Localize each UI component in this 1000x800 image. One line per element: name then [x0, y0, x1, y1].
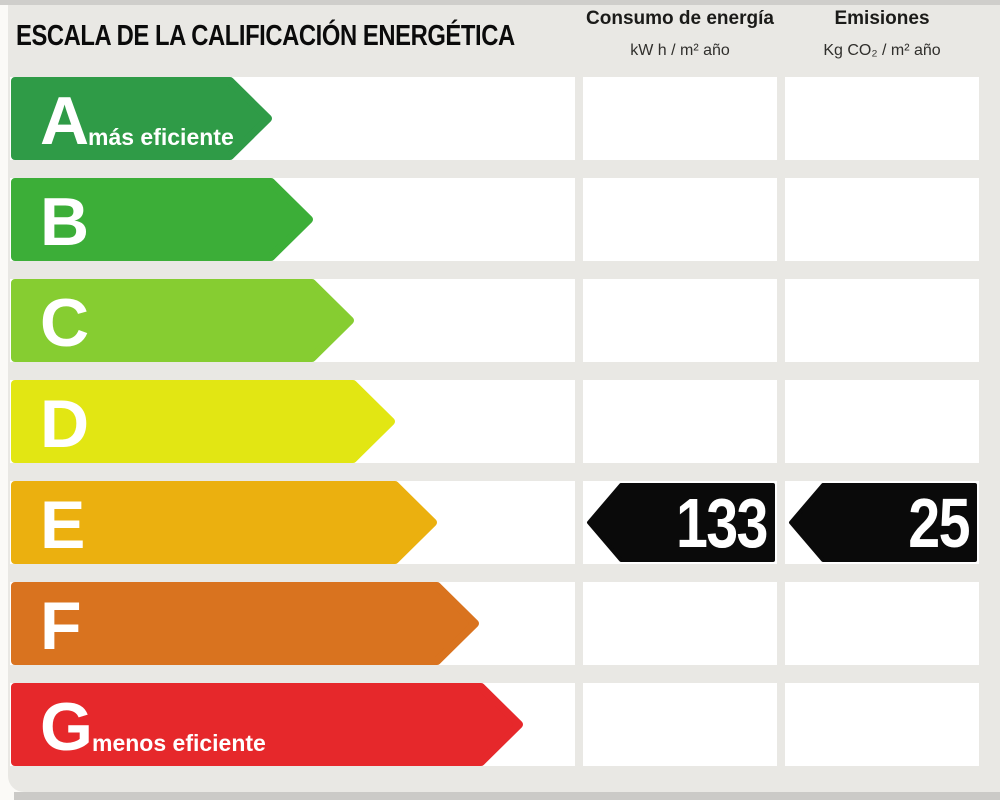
consumo-value-arrow-shape: [587, 483, 775, 562]
emisiones-value-arrow: 25: [785, 481, 979, 564]
emisiones-value-arrow-shape: [789, 483, 977, 562]
bar-arrow-shape-e: [11, 481, 437, 564]
rating-bar-b: B: [10, 178, 314, 261]
consumo-cell-d: [583, 380, 777, 463]
efficiency-note-least: menos eficiente: [92, 730, 266, 756]
rating-bar-e: E: [10, 481, 438, 564]
emisiones-column-header: Emisiones: [834, 8, 930, 29]
consumo-cell-a: [583, 77, 777, 160]
rating-letter-g: G: [40, 689, 93, 765]
page-title: ESCALA DE LA CALIFICACIÓN ENERGÉTICA: [16, 20, 515, 52]
rating-letter-a: A: [40, 83, 90, 159]
consumo-column-header: Consumo de energía: [586, 8, 774, 29]
bottom-edge-strip: [14, 792, 1000, 800]
rating-letter-b: B: [40, 184, 90, 260]
rating-letter-c: C: [40, 285, 90, 361]
bar-arrow-shape-c: [11, 279, 354, 362]
bar-arrow-shape-d: [11, 380, 395, 463]
emisiones-cell-f: [785, 582, 979, 665]
rating-bar-g: G menos eficiente: [10, 683, 524, 766]
scale-row-f: F: [0, 582, 1000, 665]
emisiones-cell-a: [785, 77, 979, 160]
scale-row-b: B: [0, 178, 1000, 261]
consumo-column-unit: kW h / m² año: [630, 42, 730, 59]
bar-arrow-shape-g: [11, 683, 523, 766]
top-edge-strip: [0, 0, 1000, 5]
scale-row-c: C: [0, 279, 1000, 362]
rating-bar-f: F: [10, 582, 480, 665]
emisiones-cell-c: [785, 279, 979, 362]
consumo-cell-c: [583, 279, 777, 362]
consumo-cell-g: [583, 683, 777, 766]
rating-letter-f: F: [40, 588, 82, 664]
rating-letter-d: D: [40, 386, 90, 462]
consumo-cell-b: [583, 178, 777, 261]
consumo-value: 133: [676, 484, 768, 562]
emisiones-cell-g: [785, 683, 979, 766]
scale-row-g: G menos eficiente: [0, 683, 1000, 766]
rating-bar-a: A más eficiente: [10, 77, 273, 160]
rating-bar-c: C: [10, 279, 355, 362]
consumo-value-arrow: 133: [583, 481, 777, 564]
scale-row-d: D: [0, 380, 1000, 463]
bar-arrow-shape-a: [11, 77, 272, 160]
consumo-cell-f: [583, 582, 777, 665]
bar-arrow-shape-f: [11, 582, 479, 665]
emisiones-column-unit: Kg CO₂ / m² año: [823, 42, 941, 59]
emisiones-value: 25: [908, 484, 970, 562]
emisiones-cell-b: [785, 178, 979, 261]
emisiones-cell-d: [785, 380, 979, 463]
scale-row-a: A más eficiente: [0, 77, 1000, 160]
rating-bar-d: D: [10, 380, 396, 463]
scale-row-e: E 133 25: [0, 481, 1000, 564]
bar-arrow-shape-b: [11, 178, 313, 261]
efficiency-note-most: más eficiente: [88, 124, 234, 150]
rating-letter-e: E: [40, 487, 86, 563]
